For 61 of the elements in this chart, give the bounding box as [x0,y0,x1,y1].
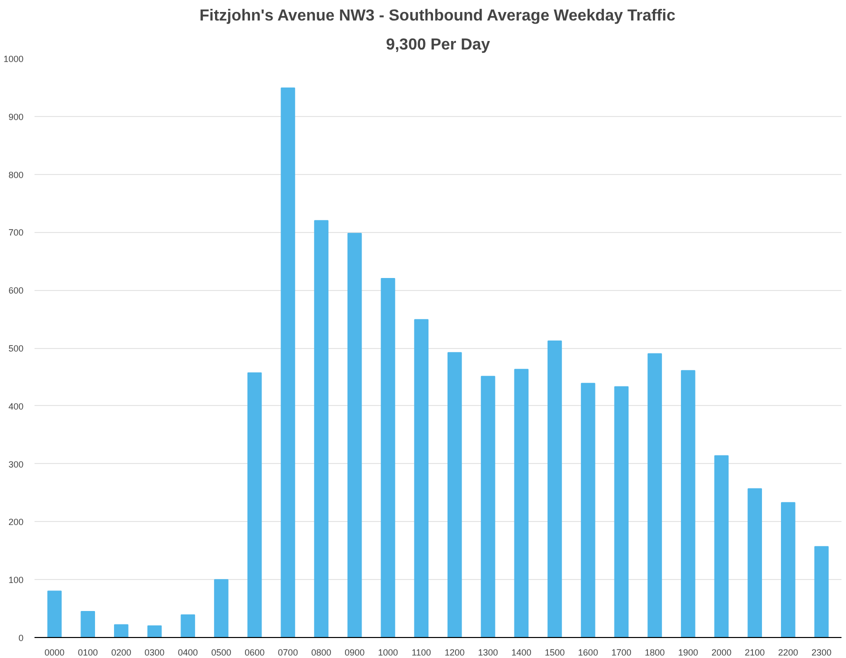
chart-subtitle: 9,300 Per Day [386,36,490,54]
bar [714,455,729,638]
x-tick-label: 2100 [744,648,765,658]
x-tick-label: 1300 [478,648,498,658]
bar [748,488,762,638]
bar [614,386,629,638]
x-tick-label: 1000 [378,648,398,658]
x-tick-label: 1400 [511,648,532,658]
bar [814,546,829,638]
y-tick-label: 500 [8,344,24,354]
bar [280,88,296,638]
bar [347,232,362,638]
x-tick-label: 2300 [811,648,832,658]
bar [314,220,328,638]
x-tick-label: 1800 [644,648,665,658]
bar [80,610,96,638]
x-tick-label: 1900 [678,648,698,658]
x-tick-label: 2000 [711,648,732,658]
x-tick-label: 1700 [611,648,632,658]
bar [648,353,662,638]
x-tick-label: 1200 [444,648,465,658]
x-tick-label: 0300 [144,648,165,658]
x-tick-label: 0600 [244,648,265,658]
x-tick-label: 0400 [178,648,198,658]
x-tick-label: 2200 [778,648,798,658]
bar [114,624,128,638]
bar [414,319,428,638]
y-tick-label: 0 [18,633,24,643]
bar [214,579,228,638]
y-tick-label: 400 [8,401,24,412]
bar [548,340,562,638]
chart-title: Fitzjohn's Avenue NW3 - Southbound Average Weekday Traffic [199,8,676,24]
x-tick-label: 0800 [311,648,332,658]
bar [580,382,596,638]
bar [247,372,262,638]
y-tick-label: 1000 [3,54,24,64]
bar [380,278,396,638]
x-tick-label: 0200 [111,648,132,658]
y-tick-label: 100 [8,575,24,586]
bar [147,625,162,638]
y-tick-label: 900 [8,112,24,122]
bar [47,590,62,638]
y-tick-label: 300 [8,459,24,470]
x-tick-label: 1100 [412,648,432,658]
bar [680,370,696,638]
x-tick-label: 1600 [578,648,598,658]
x-tick-label: 1500 [544,648,565,658]
bar [480,376,496,638]
x-tick-label: 0100 [78,648,98,658]
x-tick-label: 0500 [211,648,232,658]
bar [448,352,462,638]
y-tick-label: 800 [8,170,24,180]
bar [514,368,529,638]
x-tick-label: 0700 [278,648,298,658]
y-tick-label: 700 [8,228,24,238]
y-tick-label: 600 [8,286,24,296]
bar [780,502,796,638]
bar [180,614,196,638]
y-tick-label: 200 [8,517,24,528]
x-tick-label: 0000 [44,648,65,658]
x-tick-label: 0900 [344,648,365,658]
